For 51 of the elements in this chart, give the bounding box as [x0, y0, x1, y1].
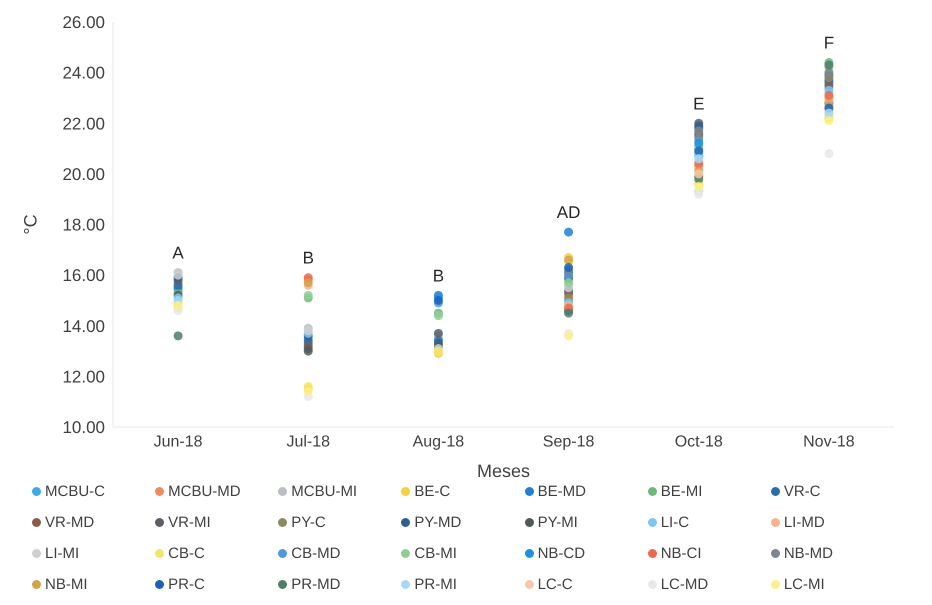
legend-label: BE-MI [660, 483, 702, 500]
x-tick-label: Aug-18 [412, 433, 464, 450]
x-tick-label: Nov-18 [803, 433, 855, 450]
y-tick-label: 20.00 [62, 164, 105, 184]
legend-label: VR-MI [168, 514, 211, 531]
legend-label: BE-C [414, 483, 450, 500]
legend-label: NB-MI [45, 576, 88, 593]
annotation: B [302, 248, 314, 268]
y-tick-label: 10.00 [62, 418, 105, 438]
y-tick-label: 12.00 [62, 367, 105, 386]
legend-label: PR-MD [291, 576, 340, 593]
y-tick-label: 14.00 [62, 316, 105, 336]
legend-label: MCBU-MI [291, 483, 358, 500]
legend-label: NB-MD [784, 545, 834, 562]
legend-label: CB-C [168, 545, 205, 562]
legend-label: LC-MI [784, 576, 825, 593]
legend-label: LC-MD [660, 576, 708, 593]
y-axis-title: °C [20, 214, 40, 235]
legend-label: PR-MI [414, 576, 457, 593]
y-tick-label: 22.00 [62, 114, 105, 134]
legend-label: VR-MD [45, 514, 94, 531]
annotation: E [693, 94, 704, 114]
legend-label: MCBU-MD [168, 483, 241, 500]
legend-label: CB-MD [291, 545, 340, 562]
x-tick-label: Oct-18 [674, 433, 723, 450]
legend-label: CB-MI [414, 545, 457, 562]
x-axis-title: Meses [476, 461, 530, 481]
legend-label: NB-CD [538, 545, 586, 562]
y-tick-label: 26.00 [62, 13, 105, 32]
x-tick-label: Jul-18 [286, 433, 330, 450]
legend-label: LI-C [660, 514, 690, 531]
legend-label: MCBU-C [45, 483, 105, 500]
legend-label: LI-MI [45, 545, 80, 562]
y-tick-label: 18.00 [62, 216, 105, 235]
x-tick-label: Jun-18 [154, 433, 203, 450]
legend-label: PY-MD [414, 514, 462, 531]
y-tick-label: 24.00 [62, 64, 105, 83]
legend-label: LI-MD [784, 514, 825, 531]
legend-label: LC-C [538, 576, 573, 593]
annotation: A [172, 244, 184, 263]
annotation: AD [556, 203, 580, 222]
legend-label: PR-C [168, 576, 205, 593]
legend-label: NB-CI [660, 545, 702, 562]
legend-label: PY-MI [538, 514, 578, 531]
legend-label: PY-C [291, 514, 326, 531]
annotation: F [824, 34, 834, 52]
legend-label: VR-C [784, 483, 821, 500]
legend-label: BE-MD [538, 483, 586, 500]
y-tick-label: 16.00 [62, 266, 105, 286]
annotation: B [432, 266, 444, 286]
x-tick-label: Sep-18 [542, 433, 594, 450]
